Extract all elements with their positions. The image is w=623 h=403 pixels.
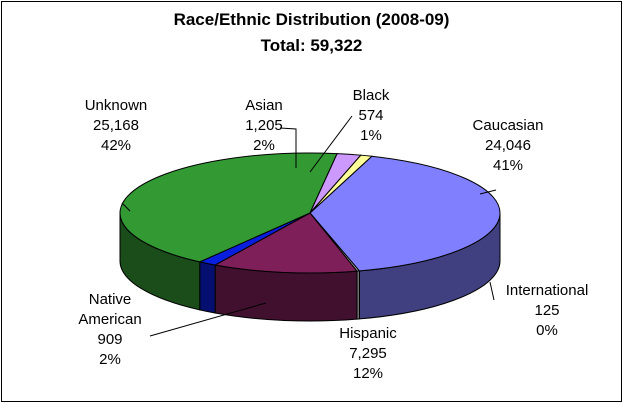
pie-slice-unknown [119,152,338,263]
chart-subtitle: Total: 59,322 [260,36,363,55]
leader-line-asian [279,127,297,168]
data-labels: Caucasian 24,046 41% International 125 0% Hisp… [78,87,588,382]
data-label-unknown: Unknown 25,168 42% [85,97,148,154]
leader-line-caucasian [479,189,497,195]
leader-line-black [309,115,353,173]
leader-line-unknown [121,202,131,212]
chart-title: Race/Ethnic Distribution (2008-09) [173,10,450,29]
pie-slice-caucasian [309,155,501,272]
data-label-hispanic: Hispanic 7,295 12% [339,325,397,382]
data-label-asian: Asian 1,205 2% [245,97,283,154]
data-label-caucasian: Caucasian 24,046 41% [473,117,544,174]
pie-side-hispanic [214,264,358,322]
pie-side-native-american [199,261,216,314]
leader-lines [121,115,497,337]
data-label-international: International 125 0% [506,282,589,339]
data-label-native-american: Native American 909 2% [78,291,141,368]
pie-slice-hispanic [213,212,358,274]
data-label-black: Black 574 1% [353,87,390,144]
leader-line-native-american [149,302,267,337]
pie-tops [119,152,501,274]
pie-slice-black [309,154,374,214]
leader-line-international [489,281,495,301]
